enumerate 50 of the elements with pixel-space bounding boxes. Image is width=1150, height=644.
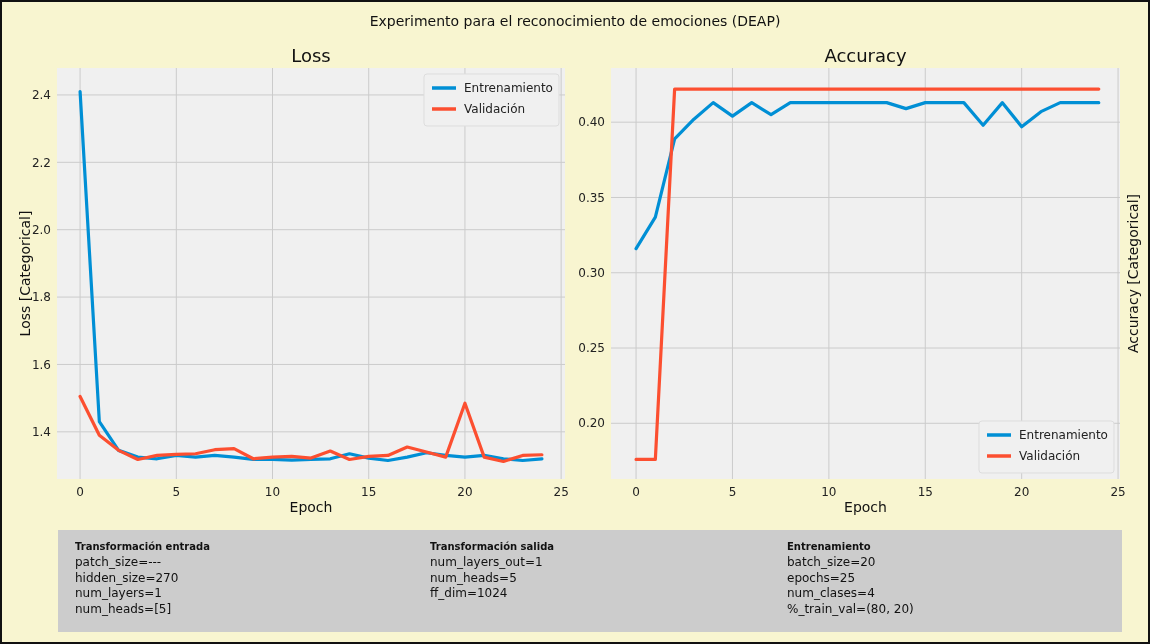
x-axis-title: Epoch xyxy=(289,499,333,515)
text: num_heads=5 xyxy=(430,570,517,585)
text: hidden_size=270 xyxy=(75,570,179,585)
legend-label: Validación xyxy=(464,102,526,117)
x-tick-label: 10 xyxy=(821,485,837,499)
y-axis-title: Loss [Categorical] xyxy=(17,210,33,337)
x-tick-label: 5 xyxy=(172,485,181,499)
legend-label: Entrenamiento xyxy=(464,81,553,96)
text: Transformación salida xyxy=(430,541,555,552)
line-series xyxy=(634,101,1101,251)
y-tick-label: 0.20 xyxy=(578,416,605,431)
x-axis-title: Epoch xyxy=(844,499,887,515)
y-tick-label: 1.4 xyxy=(31,425,51,440)
x-tick-label: 25 xyxy=(1110,485,1126,499)
x-tick-label: 0 xyxy=(632,485,640,499)
text: %_train_val=(80, 20) xyxy=(787,601,914,616)
text: epochs=25 xyxy=(787,570,856,585)
x-tick-label: 25 xyxy=(553,485,569,499)
y-tick-label: 1.8 xyxy=(31,290,51,305)
y-tick-label: 0.30 xyxy=(578,265,605,280)
text: Transformación entrada xyxy=(75,541,210,552)
text: Experimento para el reconocimiento de emociones (DEAP) xyxy=(369,13,781,29)
y-tick-label: 2.2 xyxy=(31,155,51,170)
text: num_clases=4 xyxy=(787,586,875,600)
text: num_heads=[5] xyxy=(75,601,172,616)
text: num_layers_out=1 xyxy=(430,555,543,569)
y-tick-label: 2.0 xyxy=(31,222,51,237)
text: num_layers=1 xyxy=(75,586,162,600)
y-tick-label: 2.4 xyxy=(31,88,51,103)
x-tick-label: 10 xyxy=(264,485,281,499)
legend-label: Validación xyxy=(1019,449,1081,464)
chart-title: Loss xyxy=(291,45,331,66)
y-axis-title: Accuracy [Categorical] xyxy=(1125,193,1141,354)
y-tick-label: 0.25 xyxy=(578,341,605,356)
x-tick-label: 15 xyxy=(361,485,377,499)
line-series xyxy=(78,394,544,464)
y-tick-label: 1.6 xyxy=(31,357,51,372)
chart-title: Accuracy xyxy=(824,45,907,66)
text: batch_size=20 xyxy=(787,555,876,569)
legend-label: Entrenamiento xyxy=(1019,428,1108,443)
x-tick-label: 0 xyxy=(76,485,84,499)
x-tick-label: 20 xyxy=(1014,485,1030,499)
y-tick-label: 0.35 xyxy=(578,190,605,205)
text: ff_dim=1024 xyxy=(430,586,508,600)
x-tick-label: 20 xyxy=(457,485,473,499)
x-tick-label: 15 xyxy=(917,485,933,499)
text: patch_size=--- xyxy=(75,555,162,569)
text: Entrenamiento xyxy=(787,541,871,552)
x-tick-label: 5 xyxy=(728,485,737,499)
y-tick-label: 0.40 xyxy=(578,115,605,130)
